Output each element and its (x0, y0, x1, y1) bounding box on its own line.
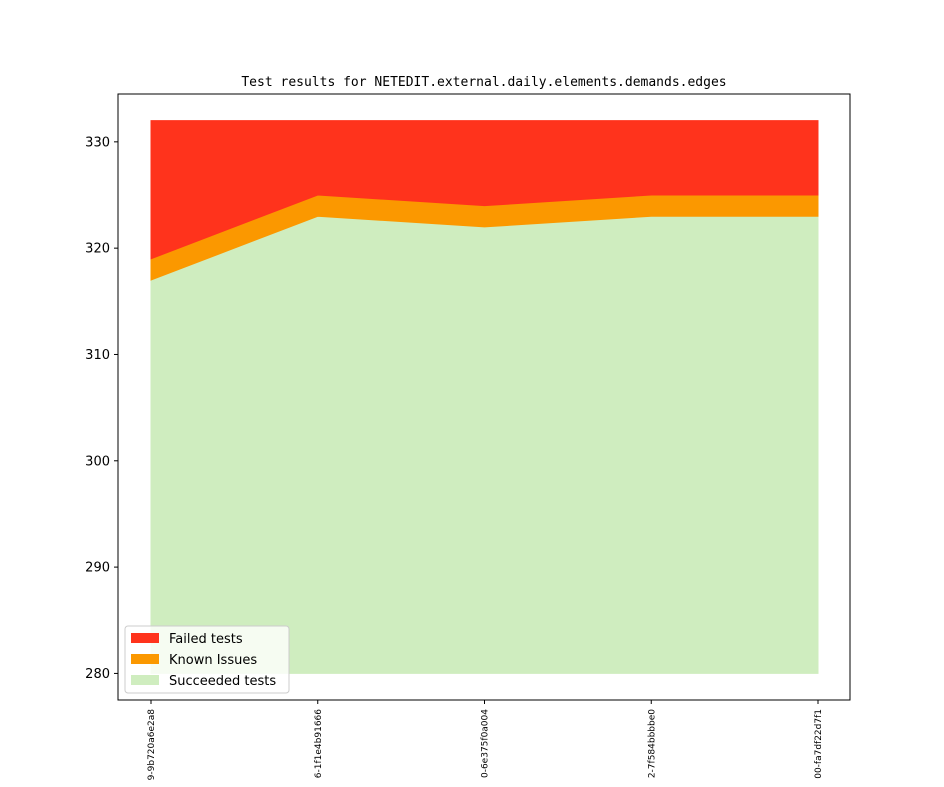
x-axis: 9-9b720a6e2a8 6-1f1e4b91666 0-6e375f0a004 2… (147, 700, 824, 780)
y-tick-label: 280 (85, 667, 110, 682)
x-tick-label: 6-1f1e4b91666 (314, 709, 324, 778)
x-tick-label: 9-9b720a6e2a8 (147, 709, 157, 781)
legend-label-known-issues: Known Issues (169, 653, 257, 668)
y-tick-label: 300 (85, 454, 110, 469)
y-axis: 280 290 300 310 320 330 (85, 135, 118, 682)
legend-box (124, 625, 290, 694)
y-tick-label: 330 (85, 135, 110, 150)
y-tick-label: 310 (85, 348, 110, 363)
legend-swatch-succeeded-tests (131, 675, 159, 685)
legend-label-succeeded-tests: Succeeded tests (169, 674, 276, 689)
legend-swatch-known-issues (131, 654, 159, 664)
legend-swatch-failed-tests (131, 633, 159, 643)
y-tick-label: 320 (85, 242, 110, 257)
area-succeeded-tests (150, 215, 819, 674)
y-tick-label: 290 (85, 561, 110, 576)
x-tick-label: 2-7f584bbbbe0 (647, 709, 657, 778)
legend: Failed tests Known Issues Succeeded tests (124, 625, 290, 694)
chart-title: Test results for NETEDIT.external.daily.… (241, 75, 726, 90)
x-tick-label: 00-fa7df22d7f1 (814, 709, 824, 779)
area-failed-tests (150, 120, 819, 260)
x-tick-label: 0-6e375f0a004 (481, 709, 491, 778)
legend-label-failed-tests: Failed tests (169, 632, 243, 647)
area-layers (150, 120, 819, 674)
